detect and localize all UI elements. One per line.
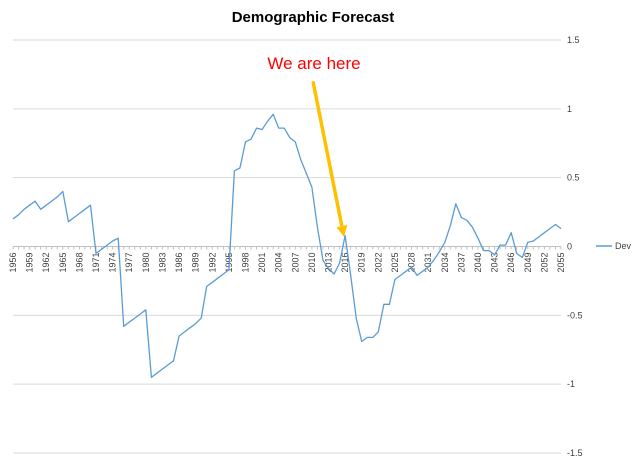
x-tick-label: 2031	[423, 253, 433, 273]
x-tick-label: 1962	[41, 253, 51, 273]
x-tick-label: 1965	[58, 253, 68, 273]
x-tick-label: 1968	[74, 253, 84, 273]
y-tick-label: 0	[567, 242, 572, 252]
x-tick-label: 1977	[124, 253, 134, 273]
annotation-arrow-shaft	[311, 80, 344, 227]
x-tick-label: 1971	[91, 253, 101, 273]
y-tick-label: 1.5	[567, 35, 580, 45]
x-tick-label: 1974	[108, 253, 118, 273]
x-tick-label: 2013	[324, 253, 334, 273]
x-tick-label: 2004	[274, 253, 284, 273]
legend-label-dev: Dev	[615, 241, 632, 251]
x-tick-label: 2043	[490, 253, 500, 273]
annotation-arrow-head	[336, 225, 348, 237]
x-tick-label: 1959	[25, 253, 35, 273]
x-tick-label: 1992	[207, 253, 217, 273]
legend: Dev	[596, 241, 632, 251]
x-tick-label: 1986	[174, 253, 184, 273]
x-tick-label: 2010	[307, 253, 317, 273]
x-tick-label: 1983	[157, 253, 167, 273]
x-tick-label: 2025	[390, 253, 400, 273]
x-tick-label: 2040	[473, 253, 483, 273]
y-tick-label: -0.5	[567, 310, 583, 320]
chart-title: Demographic Forecast	[232, 9, 395, 26]
annotation-we-are-here: We are here	[267, 54, 360, 73]
x-tick-label: 2052	[539, 253, 549, 273]
x-tick-label: 2028	[407, 253, 417, 273]
x-tick-label: 1980	[141, 253, 151, 273]
x-tick-label: 2007	[290, 253, 300, 273]
x-tick-label: 2016	[340, 253, 350, 273]
y-axis: 1.5 1 0.5 0 -0.5 -1 -1.5	[567, 35, 583, 458]
x-tick-label: 2049	[523, 253, 533, 273]
y-tick-label: 0.5	[567, 173, 580, 183]
x-tick-label: 2022	[373, 253, 383, 273]
x-tick-label: 2046	[506, 253, 516, 273]
y-tick-label: -1	[567, 379, 575, 389]
x-tick-label: 1956	[8, 253, 18, 273]
x-tick-labels: 1956 1959 1962 1965 1968 1971 1974 1977 1980 1983…	[8, 253, 566, 273]
x-tick-label: 1989	[191, 253, 201, 273]
y-tick-label: -1.5	[567, 448, 583, 458]
x-tick-label: 1998	[240, 253, 250, 273]
x-tick-label: 2037	[456, 253, 466, 273]
x-tick-label: 2055	[556, 253, 566, 273]
y-tick-label: 1	[567, 104, 572, 114]
x-tick-label: 2019	[357, 253, 367, 273]
annotation-group: We are here	[267, 54, 361, 237]
series-group	[12, 113, 562, 378]
x-tick-label: 2001	[257, 253, 267, 273]
x-tick-label: 2034	[440, 253, 450, 273]
series-line-dev	[12, 113, 562, 378]
